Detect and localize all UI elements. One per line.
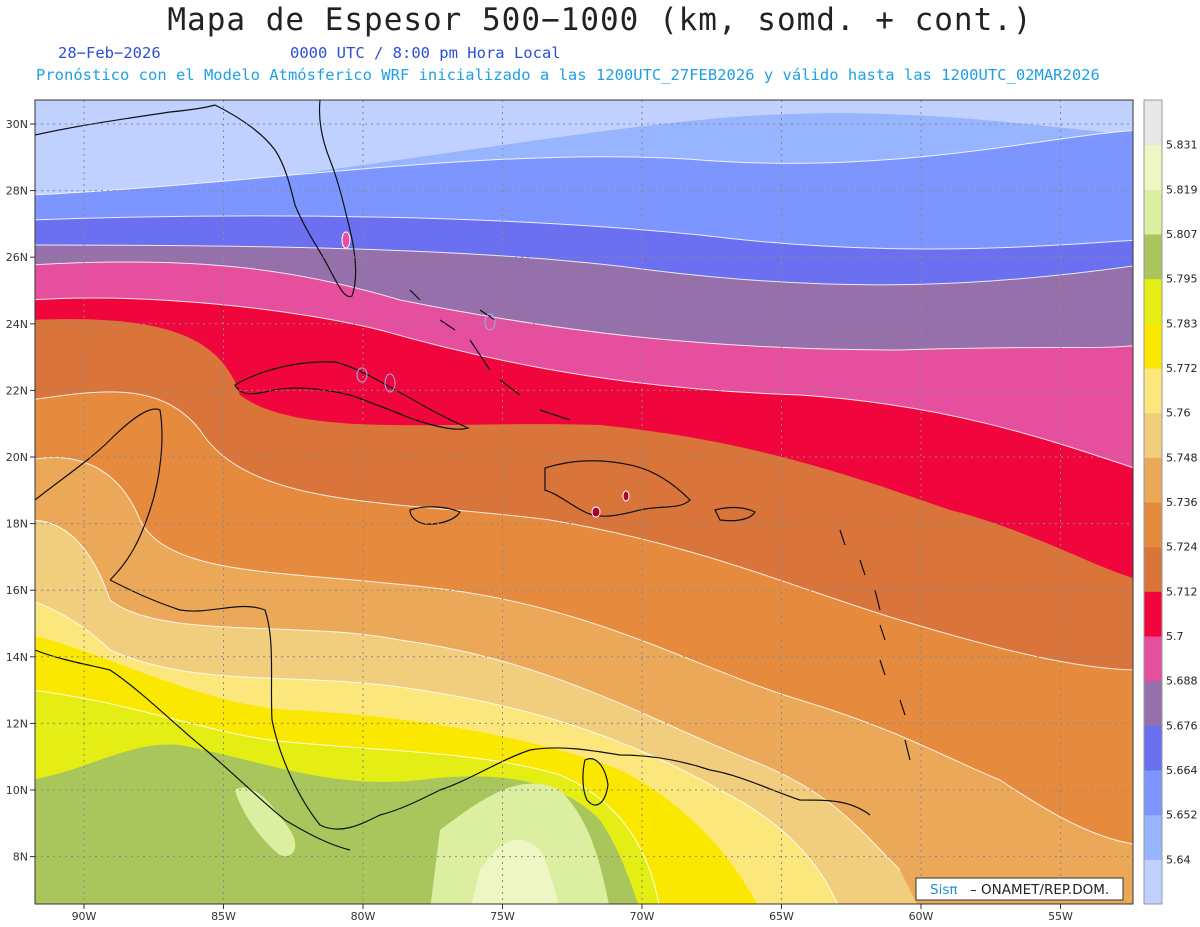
puerto-rico-island xyxy=(714,506,756,522)
lat-label: 24N xyxy=(6,318,28,331)
colorbar-swatch xyxy=(1144,546,1162,592)
colorbar-label: 5.831 xyxy=(1166,139,1198,152)
valid-time: 0000 UTC / 8:00 pm Hora Local xyxy=(290,44,561,62)
lesser-antilles xyxy=(839,529,911,761)
colorbar-swatch xyxy=(1144,189,1162,235)
colorbar-label: 5.664 xyxy=(1166,764,1198,777)
colorbar-label: 5.76 xyxy=(1166,407,1191,420)
colorbar-swatch xyxy=(1144,502,1162,548)
map-frame xyxy=(34,99,1134,905)
colorbar-label: 5.712 xyxy=(1166,585,1198,598)
colorbar-swatch xyxy=(1144,278,1162,324)
colorbar-label: 5.688 xyxy=(1166,675,1198,688)
longitude-axis: 90W 85W 80W 75W 70W 65W 60W 55W xyxy=(72,904,1073,923)
credit-text: – ONAMET/REP.DOM. xyxy=(970,882,1109,898)
colorbar-swatch xyxy=(1144,457,1162,503)
lat-label: 22N xyxy=(6,384,28,397)
coastlines xyxy=(35,100,911,851)
credit-brand: Sisπ xyxy=(930,882,957,898)
colorbar-swatch xyxy=(1144,234,1162,280)
florida-coast xyxy=(214,100,357,298)
lon-label: 90W xyxy=(72,910,97,923)
lat-label: 14N xyxy=(6,651,28,664)
hispaniola-island xyxy=(544,460,691,517)
colorbar-label: 5.652 xyxy=(1166,809,1198,822)
graticule xyxy=(35,100,1133,904)
forecast-info: Pronóstico con el Modelo Atmósferico WRF… xyxy=(36,66,1100,84)
south-america-coast xyxy=(439,747,871,816)
colorbar-label: 5.64 xyxy=(1166,853,1191,866)
lon-label: 70W xyxy=(630,910,655,923)
colorbar-swatch xyxy=(1144,680,1162,726)
colorbar-swatch xyxy=(1144,323,1162,369)
colorbar-label: 5.807 xyxy=(1166,228,1198,241)
colorbar-label: 5.819 xyxy=(1166,183,1198,196)
colorbar-swatch xyxy=(1144,100,1162,146)
lon-label: 85W xyxy=(211,910,236,923)
yucatan-coast xyxy=(35,408,163,581)
colorbar-label: 5.676 xyxy=(1166,719,1198,732)
colorbar-label: 5.7 xyxy=(1166,630,1184,643)
lat-label: 28N xyxy=(6,185,28,198)
lat-label: 30N xyxy=(6,118,28,131)
central-america-caribbean-coast xyxy=(109,579,441,830)
lon-label: 60W xyxy=(909,910,934,923)
lon-label: 55W xyxy=(1048,910,1073,923)
colorbar-swatch xyxy=(1144,725,1162,771)
colorbar-label: 5.736 xyxy=(1166,496,1198,509)
cuba-island xyxy=(234,361,470,430)
lat-label: 26N xyxy=(6,251,28,264)
lat-label: 20N xyxy=(6,451,28,464)
credit-box: Sisπ – ONAMET/REP.DOM. xyxy=(915,877,1124,901)
colorbar-label: 5.748 xyxy=(1166,451,1198,464)
colorbar-swatch xyxy=(1144,591,1162,637)
lat-label: 16N xyxy=(6,584,28,597)
valid-date: 28−Feb−2026 xyxy=(58,44,161,62)
gulf-coast xyxy=(35,104,216,136)
central-america-coast xyxy=(35,649,351,851)
lake-maracaibo xyxy=(582,758,609,806)
lat-label: 18N xyxy=(6,518,28,531)
colorbar-swatch xyxy=(1144,144,1162,190)
page-title: Mapa de Espesor 500−1000 (km, somd. + co… xyxy=(167,2,1033,38)
colorbar-swatch xyxy=(1144,368,1162,414)
lon-label: 65W xyxy=(769,910,794,923)
colorbar-swatch xyxy=(1144,412,1162,458)
jamaica-island xyxy=(409,506,461,525)
lat-label: 12N xyxy=(6,717,28,730)
thickness-bands xyxy=(35,100,1133,904)
lon-label: 75W xyxy=(490,910,515,923)
colorbar-label: 5.783 xyxy=(1166,317,1198,330)
latitude-axis: 30N 28N 26N 24N 22N 20N 18N 16N 14N 12N 10N 8N xyxy=(6,118,35,864)
thickness-contours xyxy=(35,129,1133,904)
lat-label: 8N xyxy=(13,851,28,864)
colorbar-swatch xyxy=(1144,636,1162,682)
local-highs xyxy=(341,231,630,518)
lon-label: 80W xyxy=(351,910,376,923)
colorbar-swatch xyxy=(1144,814,1162,860)
colorbar-label: 5.772 xyxy=(1166,362,1198,375)
colorbar: 5.831 5.819 5.807 5.795 5.783 5.772 5.76 5.748 5… xyxy=(1143,99,1198,905)
colorbar-label: 5.724 xyxy=(1166,541,1198,554)
bahamas-islands xyxy=(409,289,571,421)
colorbar-swatch xyxy=(1144,770,1162,816)
colorbar-swatch xyxy=(1144,859,1162,905)
colorbar-label: 5.795 xyxy=(1166,273,1198,286)
lat-label: 10N xyxy=(6,784,28,797)
